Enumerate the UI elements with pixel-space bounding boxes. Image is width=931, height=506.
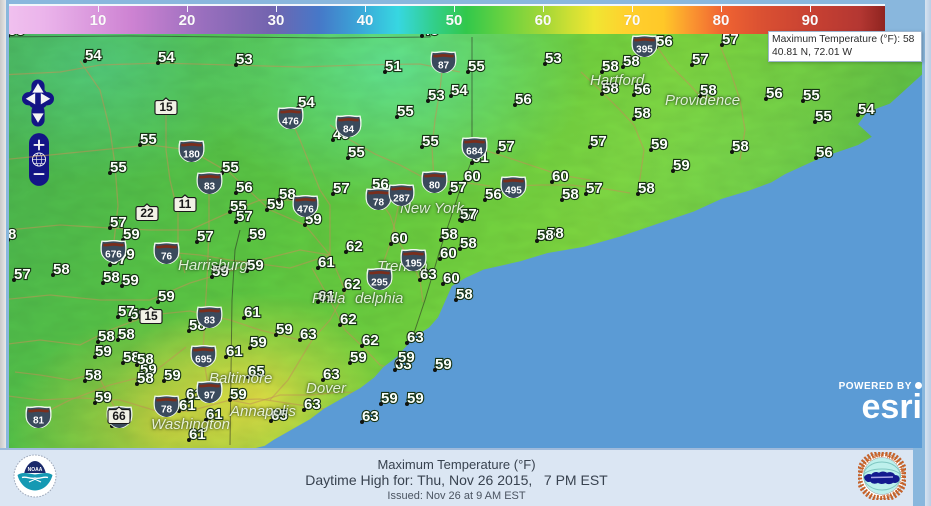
svg-text:476: 476 — [297, 204, 314, 215]
svg-text:195: 195 — [405, 258, 422, 269]
svg-text:180: 180 — [183, 149, 200, 160]
svg-text:22: 22 — [140, 206, 154, 220]
svg-text:15: 15 — [159, 100, 173, 114]
svg-text:676: 676 — [105, 249, 122, 260]
svg-text:495: 495 — [505, 185, 522, 196]
svg-text:476: 476 — [282, 116, 299, 127]
svg-text:66: 66 — [112, 409, 126, 423]
svg-text:76: 76 — [161, 251, 173, 262]
svg-text:395: 395 — [636, 44, 653, 55]
svg-text:97: 97 — [204, 390, 216, 401]
svg-text:287: 287 — [393, 193, 410, 204]
svg-text:84: 84 — [343, 124, 355, 135]
svg-text:695: 695 — [195, 354, 212, 365]
svg-text:11: 11 — [179, 197, 192, 211]
svg-text:15: 15 — [144, 309, 158, 323]
svg-text:78: 78 — [373, 197, 385, 208]
svg-text:80: 80 — [429, 180, 441, 191]
svg-text:78: 78 — [161, 404, 173, 415]
svg-text:81: 81 — [33, 415, 45, 426]
svg-text:83: 83 — [204, 181, 216, 192]
svg-text:684: 684 — [466, 146, 483, 157]
svg-text:295: 295 — [371, 277, 388, 288]
svg-text:87: 87 — [438, 60, 450, 71]
svg-text:83: 83 — [204, 315, 216, 326]
